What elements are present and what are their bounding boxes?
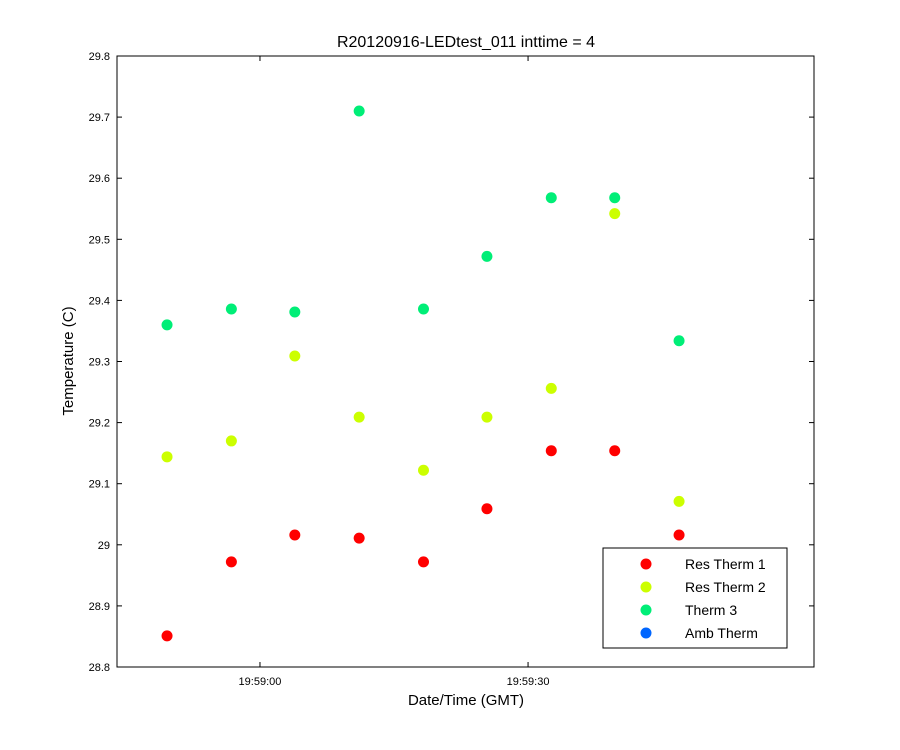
point-res-therm-1 xyxy=(481,503,493,515)
y-tick-label: 28.8 xyxy=(89,662,110,674)
point-res-therm-1 xyxy=(673,529,685,541)
point-res-therm-2 xyxy=(609,208,621,220)
point-res-therm-2 xyxy=(289,350,301,362)
y-tick-label: 29.3 xyxy=(89,357,110,369)
point-res-therm-1 xyxy=(225,556,237,568)
legend-label-res-therm-2: Res Therm 2 xyxy=(685,579,766,595)
x-axis-label: Date/Time (GMT) xyxy=(408,692,524,709)
chart-title: R20120916-LEDtest_011 inttime = 4 xyxy=(337,34,595,51)
y-tick-label: 29.7 xyxy=(89,112,110,124)
point-res-therm-1 xyxy=(353,532,365,544)
point-res-therm-1 xyxy=(609,445,621,457)
point-therm-3 xyxy=(289,306,301,318)
legend-marker-amb-therm xyxy=(640,627,652,639)
legend-box xyxy=(602,547,788,649)
point-res-therm-2 xyxy=(353,411,365,423)
point-res-therm-2 xyxy=(545,382,557,394)
legend-marker-res-therm-2 xyxy=(640,581,652,593)
point-res-therm-2 xyxy=(481,411,493,423)
y-tick-label: 28.9 xyxy=(89,601,110,613)
legend-label-res-therm-1: Res Therm 1 xyxy=(685,556,766,572)
legend-marker-therm-3 xyxy=(640,604,652,616)
y-tick-label: 29.4 xyxy=(89,295,110,307)
point-res-therm-2 xyxy=(225,435,237,447)
point-res-therm-1 xyxy=(289,529,301,541)
legend-marker-res-therm-1 xyxy=(640,558,652,570)
y-tick-label: 29.2 xyxy=(89,418,110,430)
y-tick-label: 29.1 xyxy=(89,479,110,491)
point-res-therm-1 xyxy=(418,556,430,568)
data-points xyxy=(161,105,685,642)
point-therm-3 xyxy=(225,303,237,315)
point-therm-3 xyxy=(545,192,557,204)
point-res-therm-2 xyxy=(673,495,685,507)
legend-label-amb-therm: Amb Therm xyxy=(685,625,758,641)
x-tick-label: 19:59:30 xyxy=(507,676,550,688)
y-tick-label: 29.5 xyxy=(89,234,110,246)
point-res-therm-2 xyxy=(418,464,430,476)
point-therm-3 xyxy=(673,335,685,347)
point-therm-3 xyxy=(353,105,365,117)
point-therm-3 xyxy=(418,303,430,315)
x-tick-label: 19:59:00 xyxy=(239,676,282,688)
y-tick-label: 29 xyxy=(98,540,110,552)
y-axis-label: Temperature (C) xyxy=(60,306,77,415)
legend-label-therm-3: Therm 3 xyxy=(685,602,737,618)
point-therm-3 xyxy=(161,319,173,331)
y-tick-label: 29.6 xyxy=(89,173,110,185)
y-axis: 28.8 28.9 29 29.1 29.2 29.3 29.4 29.5 29.6 29.7 29… xyxy=(89,51,814,674)
x-axis: 19:59:00 19:59:30 xyxy=(239,56,550,688)
point-therm-3 xyxy=(481,250,493,262)
point-therm-3 xyxy=(609,192,621,204)
y-tick-label: 29.8 xyxy=(89,51,110,63)
point-res-therm-2 xyxy=(161,451,173,463)
legend: Res Therm 1 Res Therm 2 Therm 3 Amb Ther… xyxy=(602,547,788,649)
point-res-therm-1 xyxy=(545,445,557,457)
point-res-therm-1 xyxy=(161,630,173,642)
